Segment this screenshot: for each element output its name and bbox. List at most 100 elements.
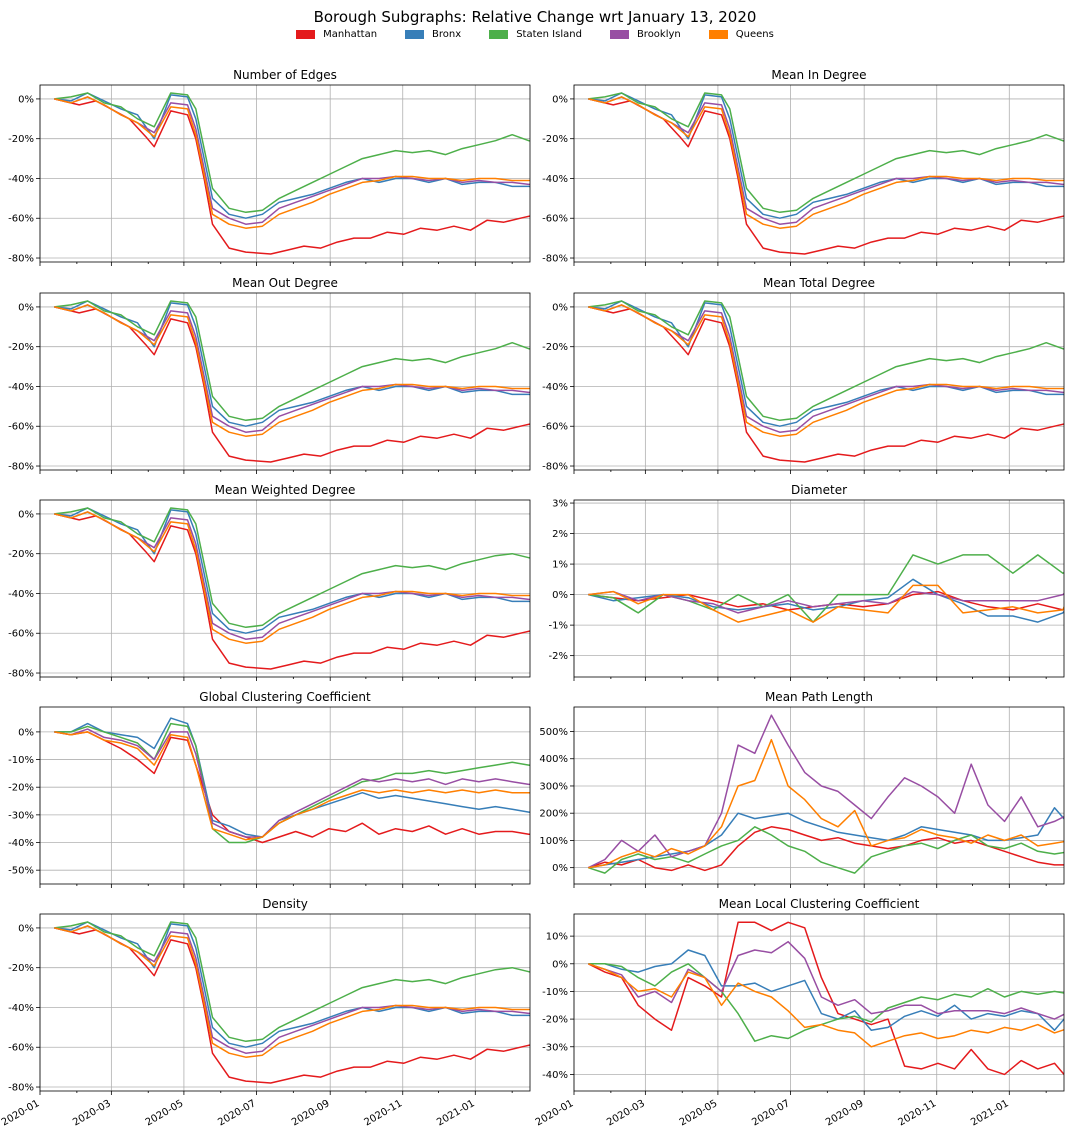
- y-tick-label: -40%: [8, 1003, 34, 1014]
- plot-frame: [39, 292, 531, 471]
- series-line-queens: [588, 304, 1064, 437]
- subplot-mean-total-degree: Mean Total Degree 0% -20% -40% -60% -80%: [542, 276, 1065, 474]
- x-tick-label: 2020-07: [750, 1098, 792, 1128]
- x-tick-label: 2020-01: [534, 1098, 576, 1128]
- y-tick-label: 0%: [18, 94, 34, 105]
- subplot-title-diameter: Diameter: [791, 483, 847, 497]
- y-tick-label: -20%: [8, 783, 34, 794]
- legend-label-queens: Queens: [735, 29, 774, 40]
- y-tick-label: 300%: [539, 781, 568, 792]
- y-tick-label: -60%: [8, 629, 34, 640]
- subplot-title-mean-path-length: Mean Path Length: [765, 690, 873, 704]
- legend-item-manhattan: Manhattan: [296, 29, 377, 40]
- y-tick-label: -80%: [542, 462, 568, 473]
- legend-label-manhattan: Manhattan: [323, 29, 378, 40]
- legend-item-bronx: Bronx: [405, 29, 461, 40]
- y-tick-label: 0%: [552, 94, 568, 105]
- series-line-queens: [54, 925, 530, 1058]
- y-tick-label: 0%: [18, 509, 34, 520]
- y-tick-label: 0%: [18, 302, 34, 313]
- series-line-bronx: [54, 717, 530, 838]
- y-tick-label: 3%: [552, 499, 568, 510]
- subplot-density: Density 2020-01 2020-03 2020-05 2020-07 2020-…: [0, 897, 531, 1128]
- subplot-mean-local-clustering-coefficient: Mean Local Clustering Coefficient 2020-01…: [534, 897, 1065, 1128]
- series-line-staten-island: [588, 300, 1064, 422]
- y-tick-label: -60%: [8, 214, 34, 225]
- y-tick-label: -1%: [549, 621, 568, 632]
- plot-frame: [39, 913, 531, 1092]
- series-line-brooklyn: [54, 96, 530, 225]
- series-line-brooklyn: [587, 714, 1064, 869]
- y-tick-label: 1%: [552, 560, 568, 571]
- y-tick-label: -20%: [8, 963, 34, 974]
- y-tick-label: 0%: [18, 727, 34, 738]
- series-line-staten-island: [54, 921, 530, 1043]
- x-tick-label: 2020-11: [363, 1098, 405, 1128]
- subplot-title-mean-weighted-degree: Mean Weighted Degree: [215, 483, 356, 497]
- series-line-queens: [54, 96, 530, 229]
- series-line-bronx: [54, 300, 530, 427]
- series-line-brooklyn: [54, 304, 530, 433]
- figure-title: Borough Subgraphs: Relative Change wrt J…: [313, 8, 757, 26]
- series-line-manhattan: [588, 826, 1064, 872]
- y-tick-label: -60%: [8, 1043, 34, 1054]
- x-tick-label: 2021-01: [435, 1098, 477, 1128]
- y-tick-label: -10%: [8, 755, 34, 766]
- y-tick-label: -20%: [8, 134, 34, 145]
- y-tick-label: -80%: [8, 254, 34, 265]
- y-tick-label: -20%: [542, 342, 568, 353]
- series-line-staten-island: [588, 963, 1064, 1042]
- series-line-manhattan: [54, 306, 530, 463]
- legend-label-staten-island: Staten Island: [516, 29, 582, 40]
- subplot-title-mean-in-degree: Mean In Degree: [771, 68, 866, 82]
- series-line-queens: [54, 511, 530, 644]
- subplot-title-global-clustering-coefficient: Global Clustering Coefficient: [199, 690, 371, 704]
- series-line-brooklyn: [588, 590, 1064, 614]
- subplot-mean-in-degree: Mean In Degree 0% -20% -40% -60% -80%: [542, 68, 1065, 266]
- series-line-bronx: [588, 949, 1064, 1031]
- y-tick-label: 200%: [539, 809, 568, 820]
- plot-frame: [39, 706, 531, 885]
- plot-frame: [573, 913, 1065, 1092]
- subplot-global-clustering-coefficient: Global Clustering Coefficient 0% -10% -20% -…: [8, 690, 531, 888]
- y-tick-label: 100%: [539, 836, 568, 847]
- series-line-brooklyn: [588, 96, 1064, 225]
- legend: Manhattan Bronx Staten Island Brooklyn Q…: [0, 29, 1070, 40]
- series-line-manhattan: [54, 513, 530, 670]
- subplot-mean-path-length: Mean Path Length 500% 400% 300% 200% 100% 0%: [539, 690, 1065, 888]
- series-line-manhattan: [588, 590, 1064, 611]
- x-tick-label: 2020-05: [678, 1098, 720, 1128]
- y-tick-label: 0%: [552, 590, 568, 601]
- legend-item-brooklyn: Brooklyn: [609, 29, 681, 40]
- plot-frame: [573, 706, 1065, 885]
- series-line-staten-island: [588, 92, 1064, 214]
- subplot-title-mean-out-degree: Mean Out Degree: [232, 276, 338, 290]
- subplot-title-mean-local-clustering-coefficient: Mean Local Clustering Coefficient: [719, 897, 920, 911]
- y-tick-label: 0%: [552, 959, 568, 970]
- y-tick-label: -20%: [542, 134, 568, 145]
- subplot-mean-out-degree: Mean Out Degree 0% -20% -40% -60% -80%: [8, 276, 531, 474]
- y-tick-label: -10%: [542, 987, 568, 998]
- legend-swatch-staten-island: [489, 30, 509, 39]
- series-line-manhattan: [54, 98, 530, 255]
- subplot-title-number-of-edges: Number of Edges: [233, 68, 337, 82]
- y-tick-label: -40%: [542, 174, 568, 185]
- y-tick-label: -40%: [8, 589, 34, 600]
- series-line-manhattan: [588, 98, 1064, 255]
- y-tick-label: -60%: [542, 214, 568, 225]
- series-line-bronx: [588, 92, 1064, 219]
- y-tick-label: -40%: [8, 382, 34, 393]
- series-line-brooklyn: [54, 728, 530, 838]
- y-tick-label: 0%: [552, 302, 568, 313]
- plot-frame: [39, 84, 531, 263]
- x-tick-label: 2020-11: [897, 1098, 939, 1128]
- subplot-number-of-edges: Number of Edges 0% -20% -40% -60% -80%: [8, 68, 531, 266]
- y-tick-label: -20%: [8, 549, 34, 560]
- x-tick-label: 2020-07: [216, 1098, 258, 1128]
- series-line-queens: [588, 96, 1064, 229]
- x-tick-label: 2020-09: [824, 1098, 866, 1128]
- series-line-manhattan: [588, 306, 1064, 463]
- legend-label-bronx: Bronx: [432, 29, 462, 40]
- legend-swatch-bronx: [405, 30, 425, 39]
